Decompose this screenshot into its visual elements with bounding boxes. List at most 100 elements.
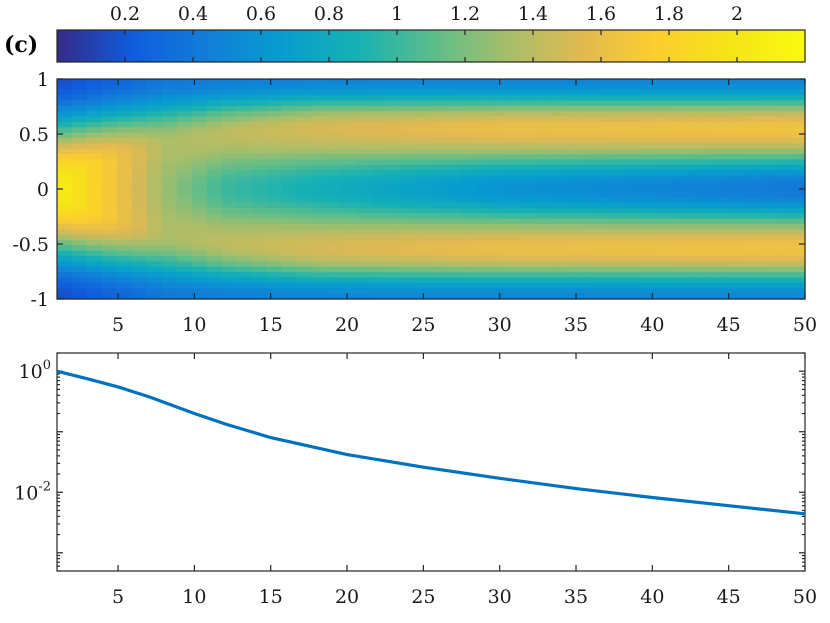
- heatmap-cell: [490, 213, 507, 220]
- heatmap-cell: [700, 207, 716, 214]
- heatmap-cell: [101, 218, 118, 225]
- heatmap-cell: [655, 159, 671, 166]
- heatmap-cell: [266, 229, 282, 236]
- heatmap-cell: [490, 164, 507, 171]
- heatmap-cell: [685, 213, 701, 220]
- heatmap-cell: [610, 186, 627, 193]
- heatmap-cell: [565, 202, 582, 209]
- heatmap-cell: [281, 277, 297, 284]
- heatmap-cell: [580, 223, 597, 230]
- heatmap-cell: [790, 143, 806, 150]
- heatmap-cell: [535, 261, 552, 268]
- heatmap-cell: [745, 207, 761, 214]
- heatmap-cell: [595, 234, 612, 241]
- heatmap-cell: [206, 154, 223, 161]
- heatmap-cell: [610, 223, 627, 230]
- heatmap-cell: [221, 250, 238, 257]
- heatmap-cell: [610, 111, 627, 118]
- heatmap-cell: [386, 245, 402, 252]
- heatmap-cell: [281, 191, 297, 198]
- heatmap-cell: [730, 127, 746, 134]
- heatmap-cell: [266, 213, 282, 220]
- heatmap-cell: [580, 261, 597, 268]
- heatmap-cell: [57, 159, 73, 166]
- heatmap-cell: [131, 272, 148, 279]
- heatmap-cell: [131, 116, 148, 123]
- heatmap-cell: [176, 138, 193, 144]
- heatmap-cell: [281, 202, 297, 209]
- heatmap-cell: [445, 84, 462, 91]
- heatmap-cell: [326, 261, 342, 268]
- heatmap-cell: [86, 272, 103, 279]
- heatmap-cell: [505, 132, 522, 139]
- heatmap-cell: [625, 245, 642, 252]
- heatmap-cell: [266, 218, 282, 225]
- heatmap-cell: [236, 89, 253, 96]
- heatmap-cell: [161, 164, 178, 171]
- heatmap-cell: [700, 159, 716, 166]
- heatmap-cell: [131, 170, 148, 177]
- heatmap-cell: [371, 138, 387, 144]
- heatmap-cell: [700, 218, 716, 225]
- heatmap-cell: [580, 277, 597, 284]
- heatmap-cell: [760, 84, 776, 91]
- heatmap-cell: [176, 293, 193, 300]
- heatmap-cell: [640, 218, 656, 225]
- heatmap-cell: [625, 148, 642, 155]
- heatmap-cell: [685, 288, 701, 295]
- heatmap-cell: [416, 164, 432, 171]
- heatmap-cell: [371, 154, 387, 161]
- heatmap-cell: [326, 180, 342, 187]
- heatmap-cell: [775, 266, 791, 273]
- heatmap-cell: [371, 132, 387, 139]
- heatmap-cell: [610, 293, 627, 300]
- heatmap-cell: [236, 293, 253, 300]
- heatmap-cell: [460, 105, 477, 112]
- heatmap-cell: [715, 218, 731, 225]
- heatmap-cell: [595, 175, 612, 182]
- heatmap-cell: [655, 105, 671, 112]
- heatmap-cell: [71, 154, 88, 161]
- heatmap-cell: [401, 229, 417, 236]
- heatmap-cell: [191, 277, 208, 284]
- heatmap-cell: [745, 282, 761, 289]
- heatmap-cell: [176, 272, 193, 279]
- heatmap-cell: [460, 272, 477, 279]
- heatmap-cell: [520, 100, 537, 107]
- heatmap-cell: [311, 245, 327, 252]
- heatmap-cell: [640, 132, 656, 139]
- heatmap-cell: [86, 84, 103, 91]
- heatmap-cell: [775, 111, 791, 118]
- heatmap-cell: [431, 175, 447, 182]
- heatmap-cell: [625, 164, 642, 171]
- heatmap-x-tick-label: 10: [182, 314, 206, 336]
- heatmap-cell: [535, 154, 552, 161]
- heatmap-cell: [341, 234, 357, 241]
- heatmap-cell: [206, 89, 223, 96]
- heatmap-cell: [356, 159, 372, 166]
- heatmap-cell: [161, 272, 178, 279]
- heatmap-cell: [550, 250, 567, 257]
- heatmap-cell: [640, 261, 656, 268]
- heatmap-cell: [341, 100, 357, 107]
- heatmap-cell: [475, 239, 492, 246]
- heatmap-cell: [386, 191, 402, 198]
- heatmap-cell: [565, 191, 582, 198]
- heatmap-cell: [131, 84, 148, 91]
- heatmap-cell: [475, 95, 492, 102]
- heatmap-cell: [580, 245, 597, 252]
- heatmap-cell: [386, 84, 402, 91]
- heatmap-cell: [221, 218, 238, 225]
- heatmap-cell: [176, 180, 193, 187]
- heatmap-cell: [57, 105, 73, 112]
- heatmap-cell: [221, 234, 238, 241]
- heatmap-cell: [730, 256, 746, 263]
- heatmap-cell: [625, 239, 642, 246]
- heatmap-cell: [535, 229, 552, 236]
- heatmap-cell: [57, 202, 73, 209]
- heatmap-cell: [146, 143, 163, 150]
- heatmap-cell: [535, 223, 552, 230]
- heatmap-cell: [505, 293, 522, 300]
- heatmap-cell: [296, 239, 312, 246]
- heatmap-cell: [116, 143, 133, 150]
